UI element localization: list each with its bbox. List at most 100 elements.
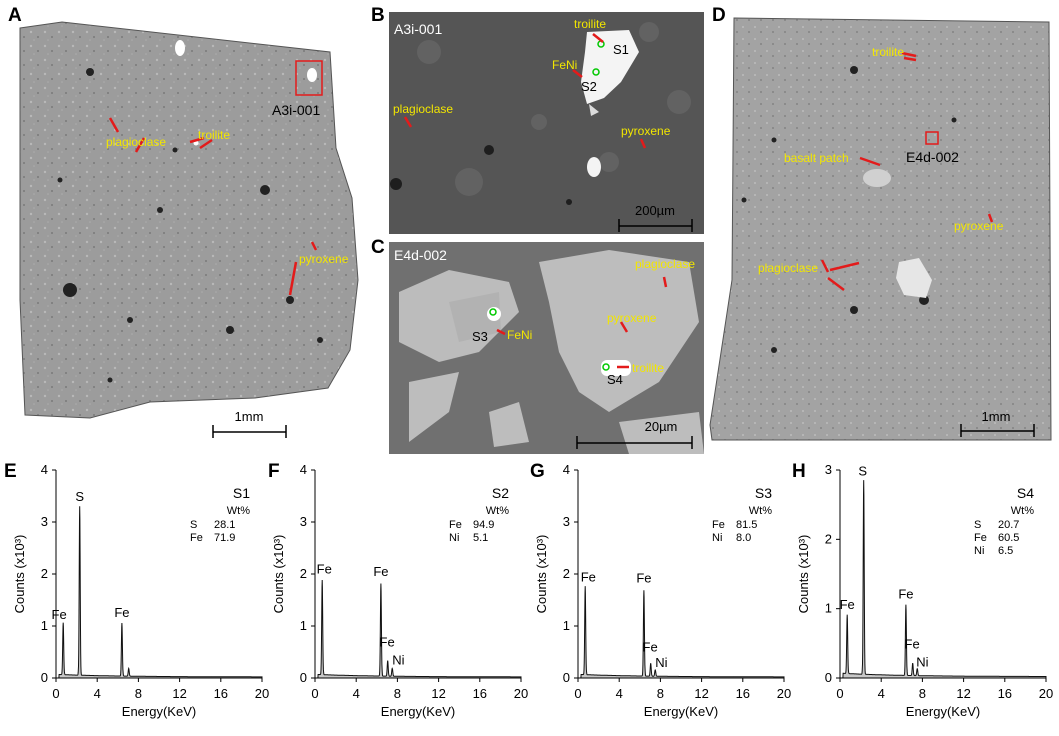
peak-label-e: S xyxy=(75,489,84,504)
x-tick-label-f: 12 xyxy=(431,686,445,701)
x-tick-label-h: 12 xyxy=(956,686,970,701)
x-tick-label-f: 0 xyxy=(311,686,318,701)
title-c: E4d-002 xyxy=(394,247,447,263)
peak-label-f: Ni xyxy=(392,653,404,668)
y-tick-label-e: 2 xyxy=(41,566,48,581)
spot-label-s4: S4 xyxy=(607,372,623,387)
x-tick-label-f: 16 xyxy=(473,686,487,701)
scale-label-d: 1mm xyxy=(982,409,1011,424)
spot-title-e: S1 xyxy=(233,485,250,501)
y-tick-label-f: 4 xyxy=(300,462,307,477)
mineral-label-c-troilite: troilite xyxy=(632,361,664,375)
site-label-d: E4d-002 xyxy=(906,149,959,165)
x-tick-label-h: 16 xyxy=(998,686,1012,701)
x-tick-label-h: 20 xyxy=(1039,686,1053,701)
spot-label-s1: S1 xyxy=(613,42,629,57)
mineral-label-a-pyroxene: pyroxene xyxy=(299,252,349,266)
peak-label-h: Fe xyxy=(840,597,855,612)
x-tick-label-f: 20 xyxy=(514,686,528,701)
x-tick-label-g: 20 xyxy=(777,686,791,701)
x-axis-label-g: Energy(KeV) xyxy=(644,704,718,719)
peak-label-f: Fe xyxy=(317,562,332,577)
y-tick-label-h: 3 xyxy=(825,462,832,477)
y-tick-label-g: 2 xyxy=(563,566,570,581)
y-tick-label-f: 1 xyxy=(300,618,307,633)
peak-label-g: Ni xyxy=(655,655,667,670)
spot-marker-s4 xyxy=(602,363,610,371)
y-tick-label-g: 0 xyxy=(563,670,570,685)
spot-title-h: S4 xyxy=(1017,485,1034,501)
y-axis-label-g: Counts (x10³) xyxy=(534,535,549,614)
mineral-label-d-plag: plagioclase xyxy=(758,261,818,275)
peak-label-e: Fe xyxy=(114,605,129,620)
y-tick-label-e: 0 xyxy=(41,670,48,685)
panel-letter-c: C xyxy=(371,237,385,258)
mineral-label-d-basalt: basalt patch xyxy=(784,151,849,165)
mineral-label-b-troilite: troilite xyxy=(574,17,606,31)
x-tick-label-e: 16 xyxy=(214,686,228,701)
x-tick-label-g: 8 xyxy=(657,686,664,701)
spectrum-e xyxy=(56,506,263,679)
comp-value-e: 71.9 xyxy=(214,532,235,544)
y-tick-label-g: 1 xyxy=(563,618,570,633)
peak-label-g: Fe xyxy=(643,640,658,655)
sem-image-c: E4d-002 plagioclase pyroxene FeNi troili… xyxy=(389,242,704,454)
comp-value-g: 81.5 xyxy=(736,519,757,531)
panel-letter-f: F xyxy=(268,461,280,482)
comp-element-h: Ni xyxy=(974,545,984,557)
sample-image-e4d: troilite E4d-002 basalt patch pyroxene p… xyxy=(709,17,1052,441)
x-tick-label-e: 0 xyxy=(52,686,59,701)
region-box-e4d xyxy=(925,131,939,145)
y-tick-label-g: 3 xyxy=(563,514,570,529)
comp-element-e: Fe xyxy=(190,532,203,544)
scale-label-b: 200µm xyxy=(635,203,675,218)
comp-element-g: Ni xyxy=(712,532,722,544)
wt-header-e: Wt% xyxy=(227,505,250,517)
spectrum-h xyxy=(840,480,1047,679)
panel-letter-d: D xyxy=(712,5,726,26)
scale-label-c: 20µm xyxy=(645,419,678,434)
peak-label-f: Fe xyxy=(380,634,395,649)
peak-label-g: Fe xyxy=(581,569,596,584)
y-axis-label-f: Counts (x10³) xyxy=(271,535,286,614)
spectrum-g xyxy=(578,586,785,679)
spot-label-s2: S2 xyxy=(581,79,597,94)
mineral-label-c-plag: plagioclase xyxy=(635,257,695,271)
mineral-label-d-troilite: troilite xyxy=(872,45,904,59)
wt-header-g: Wt% xyxy=(749,505,772,517)
mineral-label-c-feni: FeNi xyxy=(507,328,532,342)
x-tick-label-g: 16 xyxy=(736,686,750,701)
x-tick-label-e: 12 xyxy=(172,686,186,701)
panel-letter-g: G xyxy=(530,461,545,482)
peak-label-h: Fe xyxy=(898,587,913,602)
y-tick-label-f: 0 xyxy=(300,670,307,685)
peak-label-f: Fe xyxy=(373,564,388,579)
y-tick-label-f: 2 xyxy=(300,566,307,581)
comp-element-e: S xyxy=(190,519,197,531)
comp-value-e: 28.1 xyxy=(214,519,235,531)
comp-element-f: Ni xyxy=(449,532,459,544)
x-tick-label-f: 4 xyxy=(353,686,360,701)
peak-label-h: Ni xyxy=(916,655,928,670)
scale-label-a: 1mm xyxy=(235,409,264,424)
spectrum-f xyxy=(315,579,522,679)
y-tick-label-f: 3 xyxy=(300,514,307,529)
y-tick-label-e: 1 xyxy=(41,618,48,633)
spot-marker-s3 xyxy=(489,308,497,316)
x-tick-label-g: 0 xyxy=(574,686,581,701)
comp-value-h: 6.5 xyxy=(998,545,1013,557)
comp-value-g: 8.0 xyxy=(736,532,751,544)
comp-value-f: 5.1 xyxy=(473,532,488,544)
spot-title-f: S2 xyxy=(492,485,509,501)
y-tick-label-e: 3 xyxy=(41,514,48,529)
x-tick-label-h: 8 xyxy=(919,686,926,701)
mineral-label-a-troilite: troilite xyxy=(198,128,230,142)
wt-header-h: Wt% xyxy=(1011,505,1034,517)
x-tick-label-e: 8 xyxy=(135,686,142,701)
comp-element-h: S xyxy=(974,519,981,531)
peak-label-g: Fe xyxy=(636,570,651,585)
x-tick-label-f: 8 xyxy=(394,686,401,701)
spot-label-s3: S3 xyxy=(472,329,488,344)
y-axis-label-e: Counts (x10³) xyxy=(12,535,27,614)
x-axis-label-h: Energy(KeV) xyxy=(906,704,980,719)
